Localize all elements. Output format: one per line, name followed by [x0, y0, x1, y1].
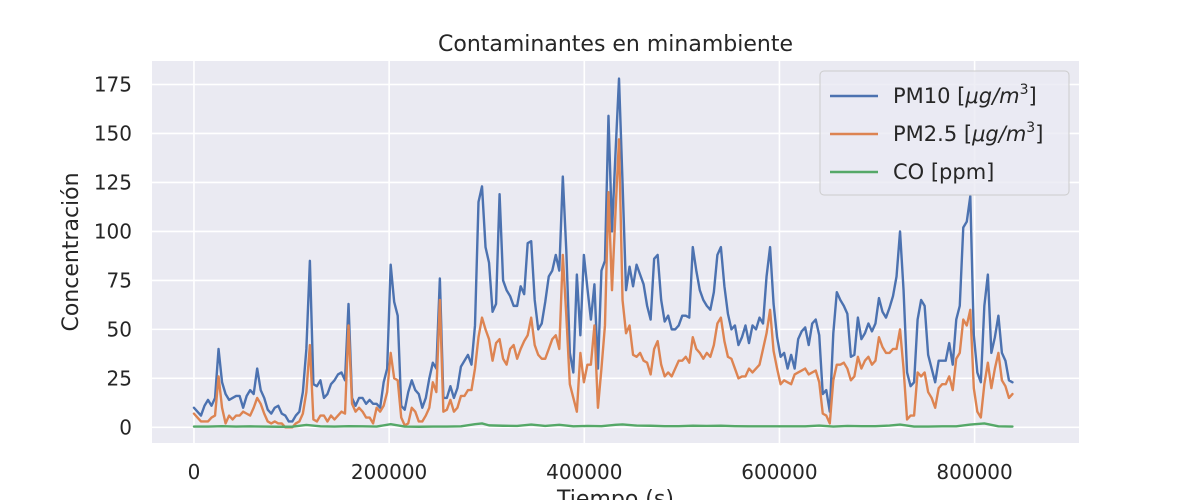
chart-title: Contaminantes en minambiente	[438, 32, 793, 57]
x-tick-label: 0	[188, 460, 201, 484]
y-tick-label: 75	[107, 268, 132, 292]
legend-box	[819, 70, 1070, 196]
ticks: 0 200000 400000 600000 800000 0 25 50 75 100 125 15…	[94, 73, 1013, 484]
series-line-0	[192, 77, 1014, 423]
x-tick-label: 800000	[936, 460, 1012, 484]
legend-label-1: PM2.5 [μg/m3]	[893, 120, 1043, 146]
x-axis-label: Tiempo (s)	[556, 487, 674, 500]
legend-label-2: CO [ppm]	[893, 160, 994, 184]
y-tick-label: 25	[107, 366, 132, 390]
y-tick-label: 50	[107, 317, 132, 341]
y-tick-label: 175	[94, 73, 132, 97]
legend: PM10 [μg/m3] PM2.5 [μg/m3] CO [ppm]	[819, 70, 1070, 196]
series-line-1	[192, 138, 1014, 429]
series-line-2	[192, 422, 1014, 428]
x-tick-label: 400000	[546, 460, 622, 484]
x-tick-label: 600000	[741, 460, 817, 484]
legend-label-0: PM10 [μg/m3]	[893, 82, 1037, 108]
x-tick-label: 200000	[351, 460, 427, 484]
y-tick-label: 150	[94, 121, 132, 145]
y-tick-label: 125	[94, 170, 132, 194]
y-tick-label: 0	[119, 415, 132, 439]
series-layer	[192, 77, 1014, 429]
y-axis-label: Concentración	[59, 172, 84, 331]
y-tick-label: 100	[94, 219, 132, 243]
